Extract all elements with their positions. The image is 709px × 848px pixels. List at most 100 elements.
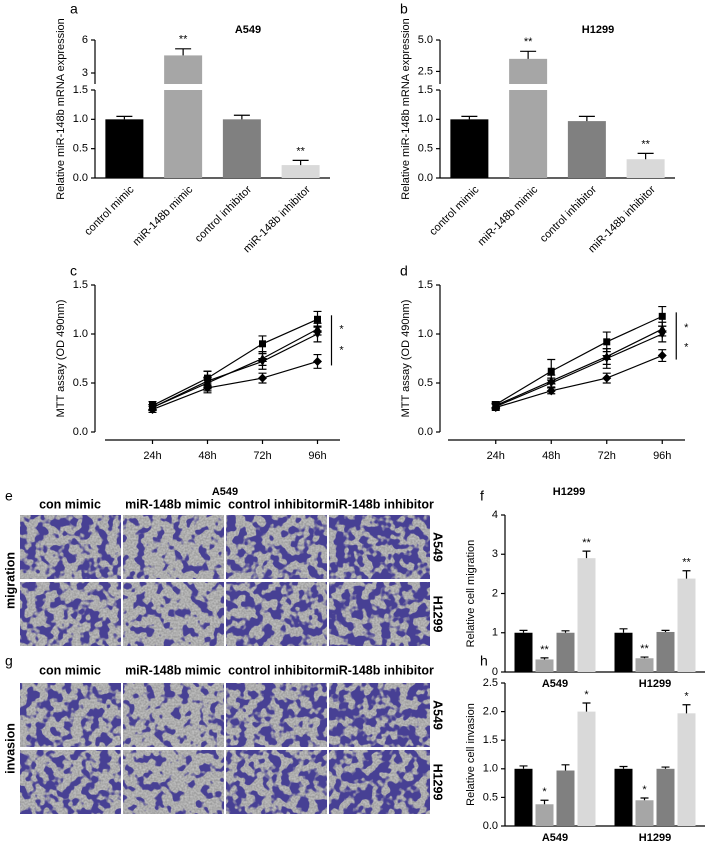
y-tick-label: 0.5 [483, 791, 498, 803]
marker [546, 386, 556, 396]
error-bar [682, 704, 691, 714]
panel-label: g [5, 653, 13, 669]
y-tick-label: 1 [492, 627, 498, 639]
marker [203, 377, 212, 386]
y-tick-label: 1.5 [483, 734, 498, 746]
marker [259, 340, 266, 348]
panel-label: h [480, 653, 488, 669]
significance: ** [524, 36, 533, 48]
micrograph-stain [20, 515, 121, 579]
error-bar [461, 115, 478, 120]
x-tick-label: 24h [143, 450, 161, 462]
y-tick-label: 2.5 [483, 677, 498, 689]
error-bar [520, 50, 537, 59]
line [152, 318, 318, 407]
marker [547, 367, 555, 375]
bar [281, 165, 320, 178]
micrograph-stain [123, 515, 224, 579]
x-tick-label: 72h [253, 450, 271, 462]
significance: ** [582, 537, 591, 549]
x-tick-label: 48h [198, 450, 216, 462]
significance: * [542, 786, 547, 798]
y-tick-label: 0.0 [73, 426, 88, 438]
side-label: invasion [3, 723, 17, 774]
panel-label: e [5, 488, 13, 504]
error-bar [540, 799, 549, 805]
marker [148, 404, 157, 414]
bar [614, 632, 633, 672]
marker [602, 355, 612, 363]
row-label: A549 [431, 700, 445, 730]
error-bar [640, 656, 649, 659]
y-tick-label: 1.0 [73, 328, 88, 340]
y-tick-label: 5.0 [418, 34, 433, 46]
marker [258, 373, 267, 383]
bar [105, 119, 144, 178]
error-bar [661, 629, 670, 632]
error-bar [175, 48, 192, 56]
y-axis-label: Relative miR-148b mRNA expression [400, 18, 412, 200]
line [495, 315, 663, 406]
y-tick-label: 1.5 [73, 84, 88, 96]
marker [603, 338, 611, 346]
micrograph-stain [20, 683, 121, 747]
significance: * [339, 324, 344, 336]
y-tick-label: 0.0 [418, 172, 433, 184]
micrograph-stain [226, 582, 327, 646]
micrograph-stain [226, 515, 327, 579]
row-label: A549 [431, 532, 445, 562]
bar [567, 121, 606, 178]
significance: * [684, 322, 689, 334]
y-tick-label: 0.0 [418, 426, 433, 438]
bar [535, 659, 554, 672]
micrograph-stain [20, 750, 121, 814]
y-axis-label: Relative miR-148b mRNA expression [55, 18, 67, 200]
line [495, 355, 663, 409]
y-tick-label: 6 [82, 34, 88, 46]
significance: ** [540, 644, 549, 656]
bar [222, 119, 261, 178]
significance: * [684, 342, 689, 354]
bar [635, 800, 654, 826]
bar [556, 632, 575, 672]
x-tick-label: 96h [308, 450, 326, 462]
bar [656, 768, 675, 826]
x-tick-label: A549 [542, 832, 568, 844]
side-label: migration [3, 552, 17, 609]
micrograph-stain [123, 750, 224, 814]
column-header: control inhibitor [228, 497, 324, 511]
micrograph-stain [123, 582, 224, 646]
significance: ** [640, 643, 649, 655]
chart-title: A549 [235, 24, 261, 36]
y-tick-label: 1.5 [418, 84, 433, 96]
x-tick-label: H1299 [639, 678, 671, 690]
panel-label: b [400, 1, 408, 17]
micrograph-stain [329, 515, 430, 579]
panel-label: d [400, 263, 408, 279]
x-tick-label: A549 [542, 678, 568, 690]
marker [203, 383, 212, 393]
line [495, 333, 663, 408]
error-bar [619, 765, 628, 769]
column-header: con mimic [39, 663, 101, 677]
significance: * [584, 689, 589, 701]
error-bar [682, 570, 691, 579]
column-header: miR-148b mimic [125, 497, 221, 511]
marker [546, 379, 556, 388]
micrograph-stain [329, 683, 430, 747]
error-bar [661, 766, 670, 769]
bar [514, 632, 533, 672]
x-tick-label: control mimic [82, 183, 137, 238]
error-bar [292, 159, 309, 166]
significance: ** [641, 138, 650, 150]
column-header: con mimic [39, 497, 101, 511]
bar [450, 119, 489, 178]
y-axis-label: MTT assay (OD 490nm) [55, 300, 67, 418]
y-axis-label: MTT assay (OD 490nm) [400, 300, 412, 418]
x-axis-label: A549 [212, 486, 238, 498]
x-tick-label: 72h [598, 450, 616, 462]
column-header: miR-148b inhibitor [324, 497, 434, 511]
row-label: H1299 [431, 764, 445, 801]
